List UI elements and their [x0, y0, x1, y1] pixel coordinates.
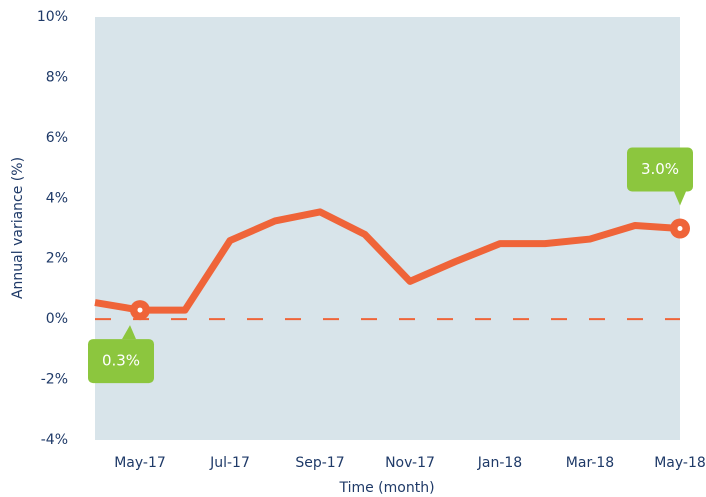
y-tick-label: -2%: [41, 372, 68, 388]
marker-dot: [137, 307, 143, 313]
callout: 3.0%: [627, 147, 693, 206]
callout-box: [88, 339, 154, 384]
plot-area: [95, 17, 680, 440]
x-axis-title: Time (month): [338, 480, 434, 496]
y-tick-label: 8%: [46, 69, 68, 85]
x-tick-label: Jul-17: [209, 455, 250, 471]
callout-box: [627, 147, 693, 192]
y-tick-label: 10%: [37, 9, 68, 25]
y-tick-label: 0%: [46, 311, 68, 327]
data-label: 3.0%: [641, 160, 679, 178]
callout-pointer: [674, 191, 686, 206]
y-tick-label: 2%: [46, 251, 68, 267]
x-tick-label: Mar-18: [566, 455, 614, 471]
callout: 0.3%: [88, 325, 154, 384]
x-tick-label: Nov-17: [385, 455, 435, 471]
marker-dot: [677, 226, 683, 231]
y-tick-label: 6%: [46, 130, 68, 146]
x-tick-label: May-17: [114, 455, 166, 471]
x-tick-label: May-18: [654, 455, 706, 471]
y-tick-label: 4%: [46, 190, 68, 206]
y-tick-label: -4%: [41, 432, 68, 448]
y-axis-title: Annual variance (%): [10, 157, 26, 299]
data-label: 0.3%: [102, 352, 140, 370]
x-tick-label: Jan-18: [477, 455, 522, 471]
callout-pointer: [122, 325, 136, 340]
line: [94, 208, 681, 314]
x-tick-label: Sep-17: [295, 455, 344, 471]
